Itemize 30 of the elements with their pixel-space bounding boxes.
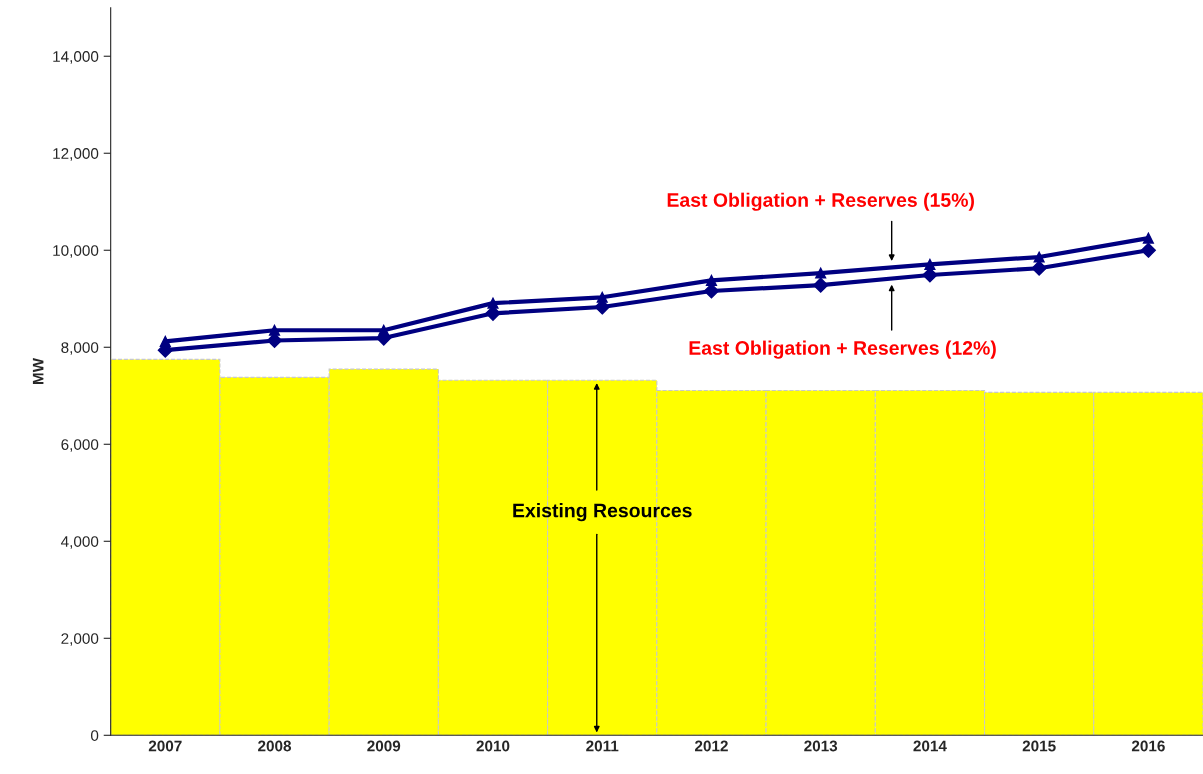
y-tick-label: 4,000 <box>60 536 99 549</box>
x-tick-label: 2016 <box>1131 740 1165 752</box>
point <box>1140 242 1156 258</box>
y-tick-label: 8,000 <box>61 342 99 355</box>
x-tick-label: 2012 <box>694 740 728 752</box>
x-tick-label: 2009 <box>367 740 401 752</box>
y-tick-label: 6,000 <box>61 439 99 452</box>
x-tick-label: 2010 <box>476 740 510 752</box>
y-axis-title: MW <box>32 357 44 385</box>
x-tick-label: 2008 <box>258 740 292 752</box>
y-tick-label: 10,000 <box>53 245 99 258</box>
x-tick-label: 2013 <box>804 740 838 752</box>
point <box>924 258 936 270</box>
y-tick-label: 14,000 <box>53 51 99 64</box>
x-tick-label: 2011 <box>586 740 619 752</box>
y-tick-label: 0 <box>90 730 99 741</box>
point <box>815 267 827 279</box>
x-tick-label: 2007 <box>148 740 182 752</box>
point <box>705 274 718 286</box>
point <box>1033 251 1045 263</box>
annotation: East Obligation + Reserves (12%) <box>689 340 996 359</box>
point <box>813 277 829 293</box>
point <box>268 324 281 336</box>
point <box>1031 260 1047 276</box>
x-tick-label: 2014 <box>913 740 947 752</box>
y-tick-label: 2,000 <box>61 633 99 646</box>
annotation: East Obligation + Reserves (15%) <box>667 192 974 211</box>
y-tick-label: 12,000 <box>53 148 99 161</box>
x-tick-label: 2015 <box>1022 740 1056 752</box>
point <box>1142 232 1154 244</box>
